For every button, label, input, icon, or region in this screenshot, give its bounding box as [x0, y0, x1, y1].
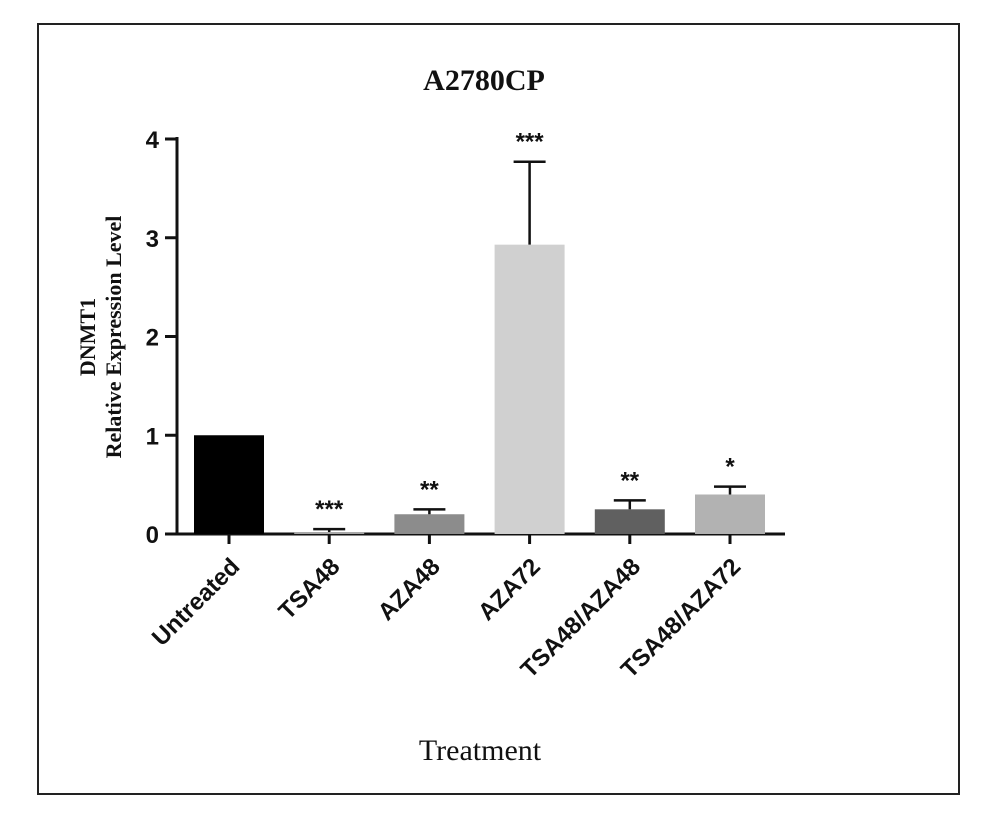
chart-title: A2780CP	[423, 64, 545, 97]
bar	[494, 244, 565, 534]
bar	[194, 435, 264, 534]
significance-label: *	[725, 454, 735, 481]
bar	[695, 494, 765, 534]
bar	[594, 509, 665, 534]
x-tick-label: AZA48	[373, 553, 446, 626]
bar	[394, 514, 465, 534]
y-axis: 0 1 2 3 4	[146, 127, 179, 549]
x-tick-labels: Untreated TSA48 AZA48 AZA72TSA48/AZA48TSA48…	[147, 553, 746, 683]
significance-label: **	[420, 476, 439, 503]
x-axis	[175, 532, 785, 544]
y-tick-label: 1	[146, 423, 159, 450]
significance-label: ***	[516, 129, 545, 156]
y-tick-label: 2	[146, 325, 159, 352]
x-tick-label: Untreated	[147, 553, 245, 651]
y-axis-label: DNMT1 Relative Expression Level	[75, 216, 126, 459]
significance-markers: ***********	[315, 129, 735, 523]
x-tick-label: TSA48	[274, 553, 346, 625]
x-axis-label: Treatment	[419, 734, 542, 767]
y-tick-label: 0	[146, 522, 159, 549]
bar	[294, 532, 365, 534]
error-bars	[313, 160, 746, 533]
y-axis-label-line-2: Relative Expression Level	[101, 216, 126, 459]
bars	[194, 244, 765, 534]
y-tick-label: 4	[146, 127, 160, 154]
significance-label: **	[620, 467, 639, 494]
y-axis-label-line-1: DNMT1	[75, 298, 100, 376]
x-tick-label: AZA72	[473, 553, 546, 626]
significance-label: ***	[315, 496, 344, 523]
y-tick-label: 3	[146, 226, 159, 253]
